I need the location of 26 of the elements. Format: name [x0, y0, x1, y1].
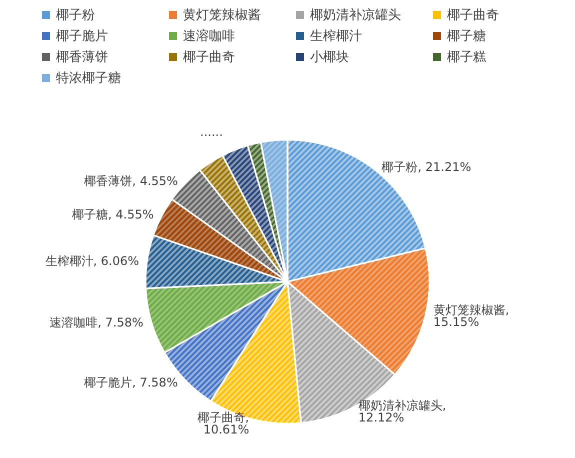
legend-label: 椰子粉	[56, 7, 95, 24]
legend-label: 生榨椰汁	[310, 28, 362, 45]
category-label: 椰子糖, 4.55%	[72, 208, 154, 222]
legend-label: 速溶咖啡	[183, 28, 235, 45]
category-label: 生榨椰汁, 6.06%	[45, 254, 140, 268]
category-label: 椰奶清补凉罐头,	[358, 398, 446, 412]
legend-label: 椰香薄饼	[56, 49, 108, 66]
text: 10.61%	[203, 422, 250, 437]
legend-label: 小椰块	[310, 49, 349, 66]
category-label: 速溶咖啡, 7.58%	[50, 316, 144, 330]
legend-label: 椰子脆片	[56, 28, 108, 45]
category-label: 椰香薄饼, 4.55%	[84, 174, 178, 188]
legend-label: 椰子曲奇	[447, 7, 499, 24]
text: 12.12%	[358, 410, 404, 424]
category-label: 椰子脆片, 7.58%	[84, 375, 178, 390]
legend-label: 椰子曲奇	[183, 49, 235, 66]
text: ......	[200, 125, 223, 139]
category-label: 黄灯笼辣椒酱,	[433, 303, 510, 318]
legend-label: 椰子糖	[447, 28, 486, 45]
legend-label: 椰奶清补凉罐头	[310, 7, 401, 24]
category-label: 椰子曲奇,	[197, 410, 250, 425]
legend-label: 椰子糕	[447, 49, 486, 66]
legend-label: 黄灯笼辣椒酱	[183, 7, 261, 24]
text: 15.15%	[433, 315, 480, 330]
legend-label: 特浓椰子糖	[56, 70, 121, 87]
category-label: 椰子粉, 21.21%	[382, 160, 472, 174]
